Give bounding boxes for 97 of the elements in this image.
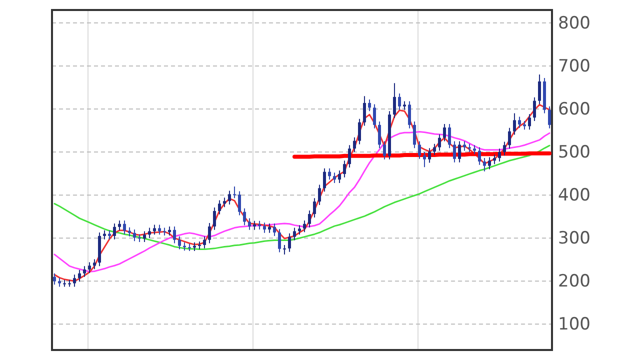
candlestick <box>328 168 331 180</box>
candlestick <box>303 220 306 233</box>
candlestick <box>198 241 201 250</box>
candlestick <box>273 222 276 236</box>
candlestick <box>178 236 181 250</box>
candlestick <box>533 96 536 122</box>
candlestick <box>528 114 531 130</box>
y-tick-label: 100 <box>558 314 590 335</box>
candlestick <box>73 274 76 288</box>
candlestick <box>203 236 206 249</box>
candlestick <box>353 136 356 153</box>
candlestick <box>448 124 451 149</box>
candlestick <box>463 140 466 152</box>
candlestick <box>343 160 346 178</box>
candlestick <box>443 124 446 142</box>
line-series <box>54 144 550 250</box>
candlestick <box>148 227 151 239</box>
candlestick <box>488 156 491 170</box>
y-tick-label: 800 <box>558 13 590 34</box>
candlestick <box>93 258 96 270</box>
candlestick <box>83 266 86 278</box>
candlestick <box>423 152 426 168</box>
candlestick <box>58 277 61 288</box>
candlestick <box>153 224 156 236</box>
candlestick <box>398 92 401 110</box>
candlestick <box>453 140 456 163</box>
y-tick-label: 700 <box>558 56 590 76</box>
candlestick <box>503 141 506 156</box>
candlestick <box>78 269 81 282</box>
candlestick <box>213 207 216 230</box>
candlestick <box>428 148 431 164</box>
candlestick <box>168 226 171 236</box>
candlestick <box>373 104 376 129</box>
candlestick <box>433 143 436 156</box>
candlestick <box>408 100 411 129</box>
candlestick <box>378 120 381 149</box>
candlestick <box>338 170 341 184</box>
y-tick-label: 200 <box>558 272 590 292</box>
candlestick <box>358 118 361 145</box>
candlestick <box>223 197 226 208</box>
candlestick <box>418 140 421 160</box>
candlestick <box>293 227 296 241</box>
y-tick-label: 300 <box>558 228 590 249</box>
candlestick <box>248 218 251 230</box>
candlestick <box>313 198 316 218</box>
candlestick <box>188 243 191 252</box>
candlestick <box>173 226 176 244</box>
candlestick <box>413 120 416 149</box>
candlestick <box>438 134 441 152</box>
candlestick <box>318 184 321 206</box>
candlestick <box>228 190 231 206</box>
candlestick <box>113 222 116 240</box>
candlestick <box>158 224 161 236</box>
candlestick <box>298 224 301 236</box>
candlestick <box>308 210 311 228</box>
candlestick <box>268 222 271 234</box>
candlestick <box>363 96 366 126</box>
candlestick <box>108 230 111 240</box>
candlestick <box>323 168 326 192</box>
candlestick <box>128 226 131 237</box>
candlestick <box>88 262 91 274</box>
candlestick <box>123 220 126 235</box>
candlestick <box>278 228 281 253</box>
candlestick <box>513 112 516 136</box>
candlestick <box>218 200 221 215</box>
candlestick <box>548 106 551 129</box>
candlestick <box>288 232 291 252</box>
candlestick <box>498 148 501 162</box>
candlestick <box>473 144 476 155</box>
candlestick <box>348 144 351 168</box>
candlestick <box>233 186 236 199</box>
candlestick <box>208 222 211 244</box>
candlestick <box>118 220 121 231</box>
candlestick <box>103 230 106 240</box>
y-tick-label: 500 <box>558 142 590 162</box>
candlestick <box>138 234 141 242</box>
candlestick <box>508 127 511 150</box>
candlestick <box>368 99 371 112</box>
candlestick <box>283 244 286 255</box>
candlestick <box>493 154 496 165</box>
y-tick-label: 600 <box>558 99 590 120</box>
candlestick <box>483 158 486 172</box>
candlestick <box>478 146 481 166</box>
candlestick <box>53 272 56 286</box>
candlestick <box>143 230 146 242</box>
candlestick <box>393 82 396 119</box>
candlestick <box>263 222 266 234</box>
candlestick <box>458 140 461 163</box>
candlestick <box>518 116 521 128</box>
candlestick <box>333 172 336 184</box>
candlestick <box>538 74 541 105</box>
candlestick <box>238 190 241 216</box>
candlestick <box>253 220 256 230</box>
candlestick <box>383 140 386 160</box>
candlestick <box>243 208 246 226</box>
y-tick-label: 400 <box>558 186 590 206</box>
candlestick <box>133 228 136 242</box>
